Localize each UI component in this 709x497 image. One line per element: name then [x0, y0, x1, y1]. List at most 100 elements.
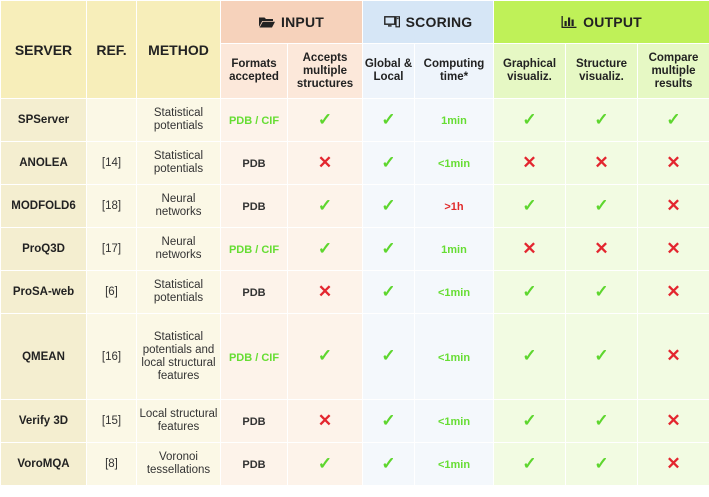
- check-icon: ✓: [522, 453, 537, 473]
- check-icon: ✓: [317, 346, 333, 365]
- formats-value: PDB: [242, 287, 266, 299]
- computing-time-value: 1min: [441, 244, 467, 256]
- header-output-label: OUTPUT: [583, 14, 642, 30]
- reference: [17]: [86, 227, 137, 271]
- header-computing-time: Computing time*: [414, 43, 494, 99]
- computer-icon: [383, 16, 400, 28]
- header-structure: Structure visualiz.: [565, 43, 638, 99]
- header-server: SERVER: [0, 0, 87, 99]
- computing-time-value: <1min: [437, 351, 471, 364]
- header-input-label: INPUT: [281, 14, 324, 30]
- header-scoring-label: SCORING: [405, 14, 473, 30]
- cross-icon: ✕: [666, 281, 681, 301]
- check-icon: ✓: [522, 195, 537, 215]
- header-ref: REF.: [86, 0, 137, 99]
- cross-icon: ✕: [666, 410, 681, 430]
- reference: [18]: [86, 184, 137, 228]
- cross-icon: ✕: [666, 152, 681, 172]
- server-name: ProQ3D: [0, 227, 87, 271]
- method: Statistical potentials: [136, 141, 221, 185]
- reference: [14]: [86, 141, 137, 185]
- method: Statistical potentials: [136, 270, 221, 314]
- check-icon: ✓: [594, 453, 609, 473]
- check-icon: ✓: [317, 453, 333, 473]
- cross-icon: ✕: [666, 195, 681, 215]
- header-group-scoring: SCORING: [362, 0, 494, 44]
- cross-icon: ✕: [317, 410, 333, 430]
- formats-value: PDB / CIF: [228, 351, 280, 364]
- computing-time-value: <1min: [437, 287, 471, 299]
- cross-icon: ✕: [522, 238, 537, 258]
- comparison-table: SERVER REF. METHOD INPUT SCORING: [0, 0, 709, 486]
- cross-icon: ✕: [317, 281, 333, 301]
- check-icon: ✓: [381, 238, 396, 258]
- check-icon: ✓: [317, 195, 333, 215]
- check-icon: ✓: [317, 109, 333, 129]
- method: Local structural features: [136, 399, 221, 443]
- cross-icon: ✕: [594, 152, 609, 172]
- check-icon: ✓: [381, 109, 396, 129]
- header-accepts-multiple: Accepts multiple structures: [287, 43, 363, 99]
- check-icon: ✓: [594, 346, 609, 365]
- computing-time-value: >1h: [444, 201, 464, 213]
- reference: [8]: [86, 442, 137, 486]
- table-row: MODFOLD6 [18] Neural networks PDB ✓ ✓ >1h ✓ ✓ ✕: [0, 184, 709, 228]
- check-icon: ✓: [381, 346, 396, 365]
- reference: [86, 98, 137, 142]
- header-group-input: INPUT: [220, 0, 363, 44]
- computing-time-value: <1min: [437, 416, 471, 428]
- check-icon: ✓: [666, 109, 681, 129]
- check-icon: ✓: [381, 410, 396, 430]
- table-row: ANOLEA [14] Statistical potentials PDB ✕ ✓ <1m…: [0, 141, 709, 185]
- formats-value: PDB: [242, 459, 266, 471]
- check-icon: ✓: [381, 453, 396, 473]
- reference: [15]: [86, 399, 137, 443]
- header-global-local: Global & Local: [362, 43, 415, 99]
- formats-value: PDB: [242, 201, 266, 213]
- header-method: METHOD: [136, 0, 221, 99]
- header-group-output: OUTPUT: [492, 0, 709, 44]
- computing-time-value: 1min: [441, 115, 467, 127]
- table-row: Verify 3D [15] Local structural features PD…: [0, 399, 709, 443]
- check-icon: ✓: [594, 410, 609, 430]
- method: Voronoi tessellations: [136, 442, 221, 486]
- reference: [6]: [86, 270, 137, 314]
- method: Neural networks: [136, 227, 221, 271]
- bar-chart-icon: [561, 16, 577, 28]
- check-icon: ✓: [594, 281, 609, 301]
- formats-value: PDB: [242, 158, 266, 170]
- formats-value: PDB: [242, 416, 266, 428]
- server-name: VoroMQA: [0, 442, 87, 486]
- formats-value: PDB / CIF: [228, 244, 280, 256]
- table-header: SERVER REF. METHOD INPUT SCORING: [0, 0, 709, 99]
- header-graphical: Graphical visualiz.: [493, 43, 566, 99]
- server-name: QMEAN: [0, 313, 87, 400]
- cross-icon: ✕: [666, 453, 681, 473]
- check-icon: ✓: [317, 238, 333, 258]
- check-icon: ✓: [381, 195, 396, 215]
- check-icon: ✓: [522, 410, 537, 430]
- check-icon: ✓: [381, 152, 396, 172]
- server-name: ProSA-web: [0, 270, 87, 314]
- check-icon: ✓: [594, 195, 609, 215]
- cross-icon: ✕: [666, 346, 681, 365]
- server-name: ANOLEA: [0, 141, 87, 185]
- header-formats: Formats accepted: [220, 43, 288, 99]
- check-icon: ✓: [522, 346, 537, 365]
- reference: [16]: [86, 313, 137, 400]
- header-compare: Compare multiple results: [636, 43, 709, 99]
- check-icon: ✓: [522, 109, 537, 129]
- table-row: QMEAN [16] Statistical potentials and loca…: [0, 313, 709, 400]
- method: Statistical potentials and local structu…: [136, 313, 221, 400]
- check-icon: ✓: [522, 281, 537, 301]
- check-icon: ✓: [381, 281, 396, 301]
- formats-value: PDB / CIF: [228, 115, 280, 127]
- cross-icon: ✕: [666, 238, 681, 258]
- server-name: MODFOLD6: [0, 184, 87, 228]
- table-row: SPServer Statistical potentials PDB / CIF ✓…: [0, 98, 709, 142]
- table-row: ProSA-web [6] Statistical potentials PDB ✕ ✓ <…: [0, 270, 709, 314]
- method: Statistical potentials: [136, 98, 221, 142]
- computing-time-value: <1min: [437, 158, 471, 170]
- server-name: SPServer: [0, 98, 87, 142]
- method: Neural networks: [136, 184, 221, 228]
